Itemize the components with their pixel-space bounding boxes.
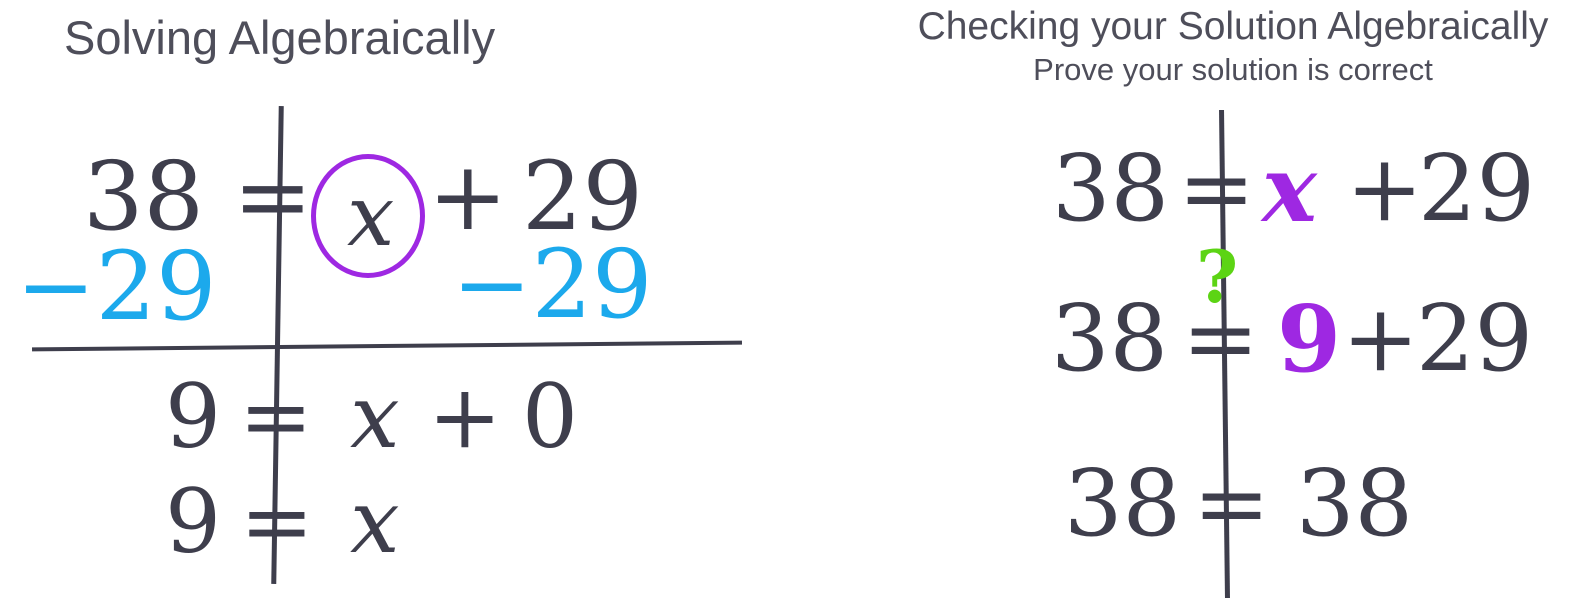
check-row2-addend: 29 bbox=[1416, 285, 1534, 392]
solve-row3-variable: x bbox=[350, 365, 400, 468]
check-row1-addend: 29 bbox=[1418, 135, 1536, 242]
solve-row1-variable: x bbox=[347, 167, 395, 265]
solve-row1-addend: 29 bbox=[522, 142, 643, 252]
solve-row4-lhs: 9 bbox=[165, 470, 221, 573]
check-row1-lhs: 38 bbox=[1052, 135, 1170, 242]
checking-panel-header: Checking your Solution Algebraically Pro… bbox=[880, 5, 1586, 88]
question-mark-over-equals: ? bbox=[1196, 234, 1239, 319]
check-row2-plus: + bbox=[1342, 285, 1420, 392]
check-row1-equals: = bbox=[1178, 135, 1256, 242]
check-row2-substituted-value: 9 bbox=[1277, 285, 1342, 393]
solve-row1-equals: = bbox=[233, 142, 313, 252]
solving-panel-title: Solving Algebraically bbox=[64, 11, 496, 64]
subtract-term-left: −29 bbox=[16, 232, 217, 342]
circled-variable-highlight bbox=[311, 154, 425, 278]
solve-row3-addend: 0 bbox=[522, 365, 578, 468]
check-row2-lhs: 38 bbox=[1051, 285, 1169, 392]
solve-row4-equals: = bbox=[240, 470, 314, 573]
check-row3-equals: = bbox=[1193, 450, 1271, 557]
check-row3-lhs: 38 bbox=[1064, 450, 1182, 557]
check-row2-equals: = bbox=[1182, 285, 1260, 392]
check-row3-rhs: 38 bbox=[1296, 450, 1414, 557]
solve-row3-lhs: 9 bbox=[165, 365, 221, 468]
solve-row1-plus: + bbox=[428, 142, 508, 252]
solve-row1-lhs: 38 bbox=[83, 142, 204, 252]
subtract-term-right: −29 bbox=[452, 230, 653, 340]
checking-panel-title: Checking your Solution Algebraically bbox=[917, 5, 1549, 48]
subtraction-sum-horizontal-line bbox=[31, 340, 743, 352]
solve-row3-plus: + bbox=[428, 365, 502, 468]
solve-row4-variable: x bbox=[350, 470, 400, 573]
solve-row3-equals: = bbox=[239, 365, 313, 468]
check-row1-variable: x bbox=[1262, 135, 1317, 243]
check-row1-plus: + bbox=[1346, 135, 1424, 242]
checking-panel-subtitle: Prove your solution is correct bbox=[1033, 51, 1433, 87]
